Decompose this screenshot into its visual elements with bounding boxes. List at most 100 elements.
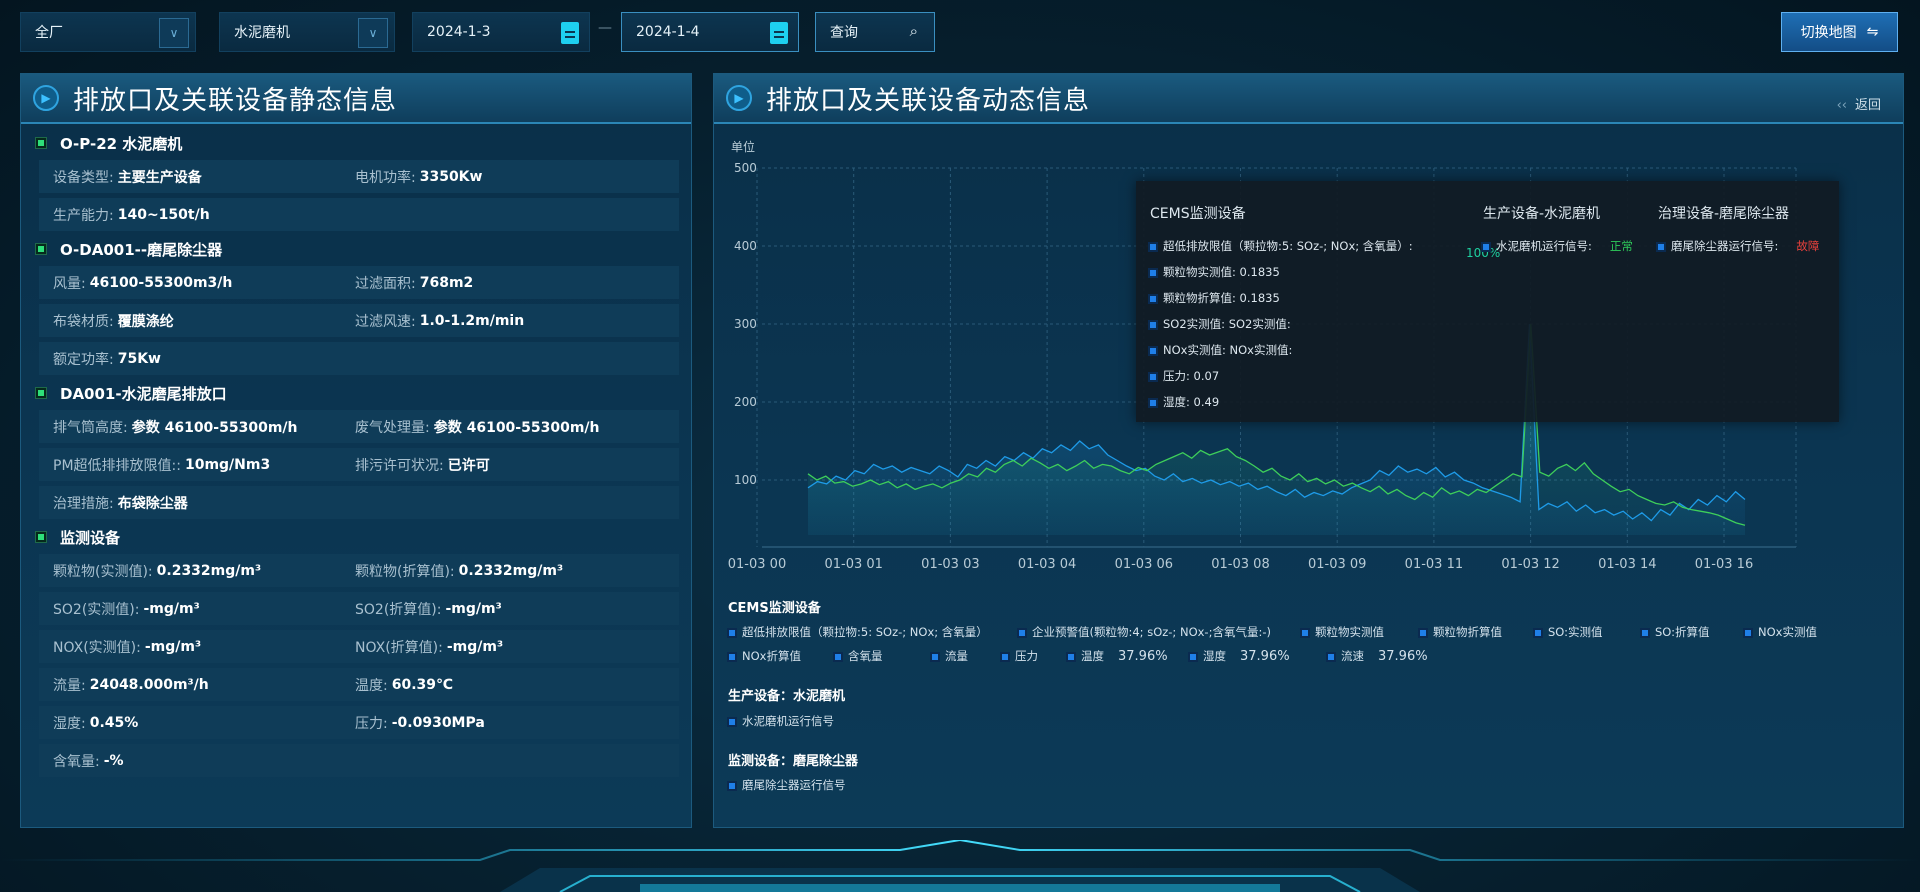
tooltip-cems-first-value: 100%	[1466, 246, 1501, 260]
tooltip-treatment-item: 磨尾除尘器运行信号: 故障	[1658, 238, 1819, 254]
calendar-icon[interactable]	[770, 22, 788, 44]
legend-item[interactable]: 湿度 37.96%	[1190, 648, 1290, 664]
info-row: 湿度: 0.45% 压力: -0.0930MPa	[39, 706, 679, 739]
static-info-panel: ▶ 排放口及关联设备静态信息 O-P-22 水泥磨机 设备类型: 主要生产设备 电机功…	[20, 73, 692, 828]
play-icon: ▶	[726, 85, 752, 111]
y-tick-label: 500	[734, 161, 757, 175]
section-header: 监测设备	[35, 524, 120, 550]
legend-item[interactable]: NOx实测值	[1745, 624, 1817, 640]
field-value: -mg/m³	[143, 600, 200, 617]
series-line	[807, 323, 1746, 522]
field-label: 含氧量:	[53, 753, 100, 770]
legend-label: 超低排放限值（颗拉物:5: SOz-; NOx; 含氧量）	[742, 625, 988, 639]
field-value: 768m2	[419, 274, 474, 291]
legend-label: 湿度	[1203, 649, 1226, 663]
info-field: PM超低排排放限值:: 10mg/Nm3	[53, 455, 270, 475]
square-bullet-icon	[35, 531, 47, 543]
switch-map-button[interactable]: 切换地图 ⇋	[1781, 12, 1898, 52]
info-row: 含氧量: -%	[39, 744, 679, 777]
legend-item[interactable]: 超低排放限值（颗拉物:5: SOz-; NOx; 含氧量）	[729, 624, 988, 640]
calendar-icon[interactable]	[561, 22, 579, 44]
legend-item[interactable]: 颗粒物折算值	[1420, 624, 1502, 640]
tooltip-cems-item: SO2实测值: SO2实测值:	[1150, 316, 1291, 332]
field-label: 颗粒物(折算值):	[355, 563, 455, 580]
tooltip-production-item: 水泥磨机运行信号: 正常	[1483, 238, 1633, 254]
panel-header: ▶ 排放口及关联设备动态信息	[714, 74, 1903, 124]
tooltip-cems-item: 湿度: 0.49	[1150, 394, 1219, 410]
field-value: 主要生产设备	[117, 169, 202, 186]
field-label: 废气处理量:	[355, 419, 430, 436]
chart-tooltip: CEMS监测设备 超低排放限值（颗拉物:5: SOz-; NOx; 含氧量）: 颗…	[1136, 181, 1839, 422]
x-tick-label: 01-03 03	[921, 557, 979, 572]
field-value: -mg/m³	[446, 638, 504, 655]
x-tick-label: 01-03 06	[1115, 557, 1173, 572]
tooltip-production-title: 生产设备-水泥磨机	[1483, 206, 1601, 222]
square-bullet-icon	[35, 137, 47, 149]
info-field: 过滤风速: 1.0-1.2m/min	[355, 311, 524, 331]
bullet-icon	[1150, 243, 1156, 250]
bullet-icon	[932, 653, 938, 660]
tooltip-item-text: 颗粒物折算值: 0.1835	[1163, 291, 1280, 305]
legend-item[interactable]: 磨尾除尘器运行信号	[729, 777, 846, 793]
legend-item[interactable]: 颗粒物实测值	[1302, 624, 1384, 640]
tooltip-item-text: 颗粒物实测值: 0.1835	[1163, 265, 1280, 279]
field-label: 布袋材质:	[53, 313, 114, 330]
bullet-icon	[729, 782, 735, 789]
info-row: 颗粒物(实测值): 0.2332mg/m³ 颗粒物(折算值): 0.2332mg/m³	[39, 554, 679, 587]
tooltip-cems-item: 超低排放限值（颗拉物:5: SOz-; NOx; 含氧量）:	[1150, 238, 1413, 254]
legend-item[interactable]: 水泥磨机运行信号	[729, 713, 834, 729]
field-label: SO2(折算值):	[355, 601, 442, 618]
bullet-icon	[1150, 399, 1156, 406]
device-select[interactable]: 水泥磨机 ∨	[219, 12, 395, 52]
legend-item[interactable]: 含氧量	[835, 648, 883, 664]
bullet-icon	[1068, 653, 1074, 660]
info-field: 排污许可状况: 已许可	[355, 455, 490, 475]
info-field: 治理措施: 布袋除尘器	[53, 493, 188, 513]
x-tick-label: 01-03 14	[1598, 557, 1656, 572]
field-value: 已许可	[447, 457, 490, 474]
legend-item[interactable]: 流量	[932, 648, 968, 664]
legend-item[interactable]: 流速 37.96%	[1328, 648, 1428, 664]
back-link[interactable]: ‹‹ 返回	[1837, 94, 1881, 113]
info-field: 压力: -0.0930MPa	[355, 713, 485, 733]
end-date-input[interactable]: 2024-1-4	[621, 12, 799, 52]
tooltip-item-text: 湿度: 0.49	[1163, 395, 1220, 409]
bullet-icon	[1150, 321, 1156, 328]
bullet-icon	[729, 653, 735, 660]
factory-select-value: 全厂	[35, 25, 63, 41]
field-value: 参数 46100-55300m/h	[433, 419, 600, 436]
info-field: NOX(实测值): -mg/m³	[53, 637, 201, 657]
field-value: 10mg/Nm3	[184, 456, 271, 473]
legend-item[interactable]: NOx折算值	[729, 648, 801, 664]
panel-title: 排放口及关联设备静态信息	[73, 85, 398, 116]
legend-cems-title: CEMS监测设备	[728, 601, 821, 616]
info-field: 湿度: 0.45%	[53, 713, 138, 733]
field-label: 设备类型:	[53, 169, 114, 186]
factory-select[interactable]: 全厂 ∨	[20, 12, 196, 52]
query-label: 查询	[830, 25, 858, 41]
start-date-input[interactable]: 2024-1-3	[412, 12, 590, 52]
legend-item[interactable]: SO:实测值	[1535, 624, 1603, 640]
chevron-down-icon[interactable]: ∨	[358, 18, 388, 48]
chevron-down-icon[interactable]: ∨	[159, 18, 189, 48]
legend-item[interactable]: 企业预警值(颗粒物:4; sOz-; NOx-;含氧气量:-)	[1019, 624, 1271, 640]
legend-item[interactable]: 压力	[1002, 648, 1038, 664]
tooltip-cems-item: NOx实测值: NOx实测值:	[1150, 342, 1292, 358]
legend-label: 流速	[1341, 649, 1364, 663]
legend-label: 压力	[1015, 649, 1038, 663]
tooltip-item-text: 压力: 0.07	[1163, 369, 1220, 383]
legend-item[interactable]: 温度 37.96%	[1068, 648, 1168, 664]
field-label: 温度:	[355, 677, 388, 694]
legend-item[interactable]: SO:折算值	[1642, 624, 1710, 640]
field-value: 60.39℃	[391, 676, 453, 693]
legend-label: SO:实测值	[1548, 625, 1603, 639]
tooltip-cems-item: 颗粒物折算值: 0.1835	[1150, 290, 1280, 306]
bullet-icon	[1302, 629, 1308, 636]
info-field: 电机功率: 3350Kw	[355, 167, 482, 187]
x-tick-label: 01-03 00	[728, 557, 786, 572]
query-button[interactable]: 查询 ⌕	[815, 12, 935, 52]
field-label: NOX(折算值):	[355, 639, 443, 656]
date-separator: —	[598, 20, 612, 36]
field-label: 湿度:	[53, 715, 86, 732]
